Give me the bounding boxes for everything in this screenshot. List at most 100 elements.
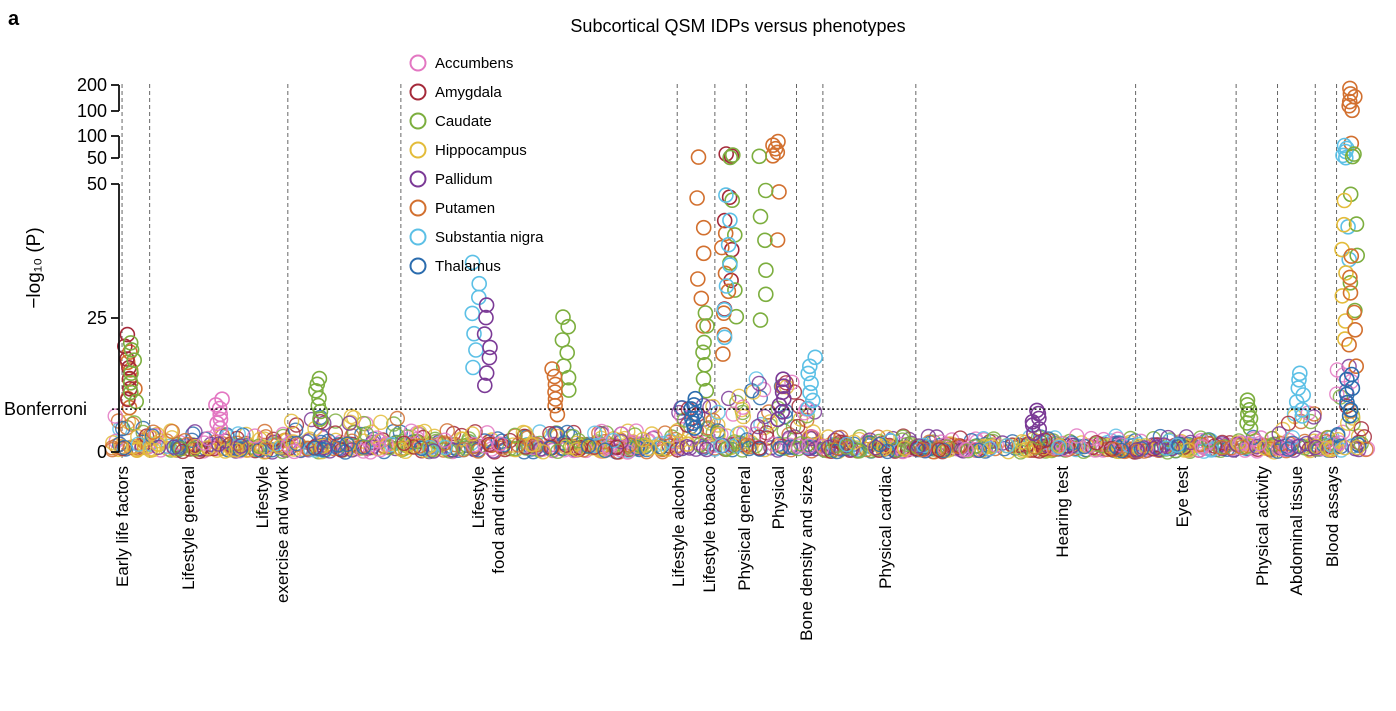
- peak-point-physical-general-putamen-16-6: [770, 133, 786, 150]
- point-physical-cardiac-1102: [1083, 430, 1099, 447]
- point-physical-cardiac-1095: [1045, 440, 1061, 456]
- point-lifestyle-exercise-and-work-291: [333, 442, 350, 458]
- point-hearing-test-1247: [1128, 442, 1145, 458]
- legend-label-amygdala: Amygdala: [435, 84, 502, 101]
- point-lifestyle-food-and-drink-628: [580, 438, 597, 454]
- peak-point-lifestyle-food-and-drink-putamen-8-4: [547, 376, 564, 393]
- point-lifestyle-alcohol-667: [679, 439, 695, 455]
- point-physical-cardiac-1141: [931, 442, 947, 458]
- peak-point-blood-assays-putamen-27-3: [1346, 304, 1363, 321]
- peak-point-lifestyle-food-and-drink-pallidum-6-4: [476, 326, 493, 342]
- point-lifestyle-exercise-and-work-285: [283, 413, 300, 429]
- point-physical-cardiac-1138: [982, 441, 998, 457]
- peak-point-lifestyle-tobacco-amygdala-12-6: [718, 146, 735, 162]
- point-physical-cardiac-1135: [1068, 428, 1085, 444]
- peak-point-blood-assays-thalamus-28-6: [1343, 366, 1360, 383]
- peak-point-lifestyle-food-and-drink-substantia-nigra-5-5: [471, 275, 488, 292]
- point-hearing-test-1251: [1169, 437, 1185, 453]
- point-blood-assays-1402: [1347, 441, 1363, 457]
- point-eye-test-1293: [1246, 431, 1262, 447]
- y-tick-label-0: 0: [97, 442, 107, 462]
- y-tick-label-2: 50: [87, 174, 107, 194]
- point-physical-general-726: [739, 432, 755, 448]
- peak-point-blood-assays-caudate-25-6: [1346, 146, 1362, 162]
- point-physical-general-756: [778, 375, 794, 391]
- point-lifestyle-exercise-and-work-266: [343, 414, 359, 430]
- point-lifestyle-general-166: [164, 423, 181, 440]
- peak-point-physical-general-caudate-17-4: [752, 208, 769, 225]
- point-bone-density-and-sizes-893: [851, 443, 867, 459]
- point-lifestyle-tobacco-697: [735, 399, 751, 415]
- peak-point-blood-assays-hippocampus-26-3: [1338, 265, 1354, 281]
- point-lifestyle-food-and-drink-622: [657, 425, 673, 441]
- point-physical-general-731: [741, 440, 757, 457]
- point-lifestyle-food-and-drink-623: [569, 441, 585, 458]
- point-lifestyle-exercise-and-work-254: [389, 410, 405, 427]
- peak-point-eye-test-caudate-21-5: [1239, 396, 1256, 413]
- point-physical-cardiac-1121: [911, 438, 927, 454]
- point-hearing-test-1246: [1130, 443, 1147, 459]
- point-lifestyle-food-and-drink-615: [605, 432, 622, 449]
- point-hearing-test-1235: [1156, 437, 1172, 453]
- legend-marker-hippocampus: [409, 141, 427, 159]
- category-label-abdominal-tissue: Abdominal tissue: [1287, 466, 1306, 595]
- point-lifestyle-general-185: [251, 442, 268, 458]
- category-label-lifestyle-food-and-drink-line-0: Lifestyle: [469, 466, 488, 528]
- point-hearing-test-1250: [1213, 440, 1229, 456]
- category-label-eye-test: Eye test: [1173, 466, 1192, 528]
- point-lifestyle-food-and-drink-625: [411, 438, 427, 454]
- peak-point-physical-general-caudate-17-2: [758, 262, 774, 279]
- peak-point-physical-substantia-nigra-19-4: [800, 365, 817, 382]
- y-axis-label: −log₁₀ (P): [24, 227, 45, 308]
- bonferroni-threshold: Bonferroni: [4, 399, 1368, 419]
- peak-point-physical-substantia-nigra-19-3: [803, 375, 819, 392]
- peak-point-early-life-factors-amygdala-1-4: [119, 351, 135, 367]
- point-lifestyle-food-and-drink-522: [467, 424, 483, 440]
- peak-point-physical-general-putamen-16-4: [767, 140, 784, 157]
- peak-point-early-life-factors-amygdala-1-0: [120, 391, 136, 408]
- point-lifestyle-tobacco-704: [731, 388, 747, 404]
- point-lifestyle-exercise-and-work-317: [371, 433, 387, 449]
- legend-marker-caudate: [409, 112, 427, 130]
- bonferroni-label: Bonferroni: [4, 399, 87, 419]
- peak-point-physical-cardiac-pallidum-20-4: [1031, 410, 1047, 427]
- point-lifestyle-alcohol-641: [669, 422, 686, 439]
- point-lifestyle-food-and-drink-584: [550, 443, 566, 459]
- point-lifestyle-food-and-drink-580: [609, 444, 625, 460]
- peak-point-lifestyle-food-and-drink-caudate-7-6: [555, 309, 571, 325]
- point-physical-activity-1341: [1290, 438, 1307, 455]
- point-lifestyle-food-and-drink-604: [638, 441, 655, 458]
- point-lifestyle-exercise-and-work-275: [346, 424, 363, 441]
- point-lifestyle-food-and-drink-436: [439, 423, 455, 439]
- point-lifestyle-alcohol-671: [698, 441, 715, 458]
- peak-point-physical-general-pallidum-18-4: [774, 384, 791, 401]
- point-lifestyle-food-and-drink-614: [523, 436, 540, 453]
- peak-point-early-life-factors-putamen-0-6: [122, 344, 138, 360]
- point-lifestyle-food-and-drink-592: [425, 443, 442, 459]
- peak-point-lifestyle-food-and-drink-caudate-7-3: [559, 344, 576, 361]
- peak-point-lifestyle-general-accumbens-3-6: [214, 391, 230, 408]
- legend-item-hippocampus: Hippocampus: [409, 141, 527, 159]
- peak-point-early-life-factors-caudate-2-4: [126, 352, 142, 369]
- point-physical-cardiac-1125: [1113, 442, 1130, 459]
- peak-point-physical-general-caudate-17-3: [757, 232, 773, 249]
- peak-point-blood-assays-putamen-27-4: [1342, 285, 1359, 301]
- point-physical-cardiac-1136: [960, 443, 976, 459]
- peak-point-lifestyle-tobacco-putamen-14-5: [713, 239, 730, 256]
- legend-marker-putamen: [409, 199, 427, 217]
- peak-point-lifestyle-food-and-drink-substantia-nigra-5-2: [466, 325, 482, 342]
- point-lifestyle-exercise-and-work-318: [307, 440, 324, 456]
- point-blood-assays-1405: [1349, 439, 1366, 456]
- category-label-lifestyle-food-and-drink-line-1: food and drink: [489, 466, 508, 574]
- point-lifestyle-food-and-drink-518: [507, 440, 523, 457]
- peak-point-lifestyle-general-accumbens-3-3: [212, 406, 228, 423]
- peak-point-lifestyle-alcohol-caudate-10-4: [696, 334, 712, 351]
- peak-point-lifestyle-tobacco-amygdala-12-2: [723, 241, 740, 258]
- point-lifestyle-food-and-drink-620: [608, 439, 625, 455]
- legend-marker-accumbens: [409, 54, 427, 72]
- legend-item-accumbens: Accumbens: [409, 54, 513, 72]
- point-early-life-factors-33: [135, 420, 151, 437]
- peak-point-blood-assays-putamen-27-5: [1342, 269, 1358, 286]
- point-lifestyle-food-and-drink-613: [641, 440, 657, 456]
